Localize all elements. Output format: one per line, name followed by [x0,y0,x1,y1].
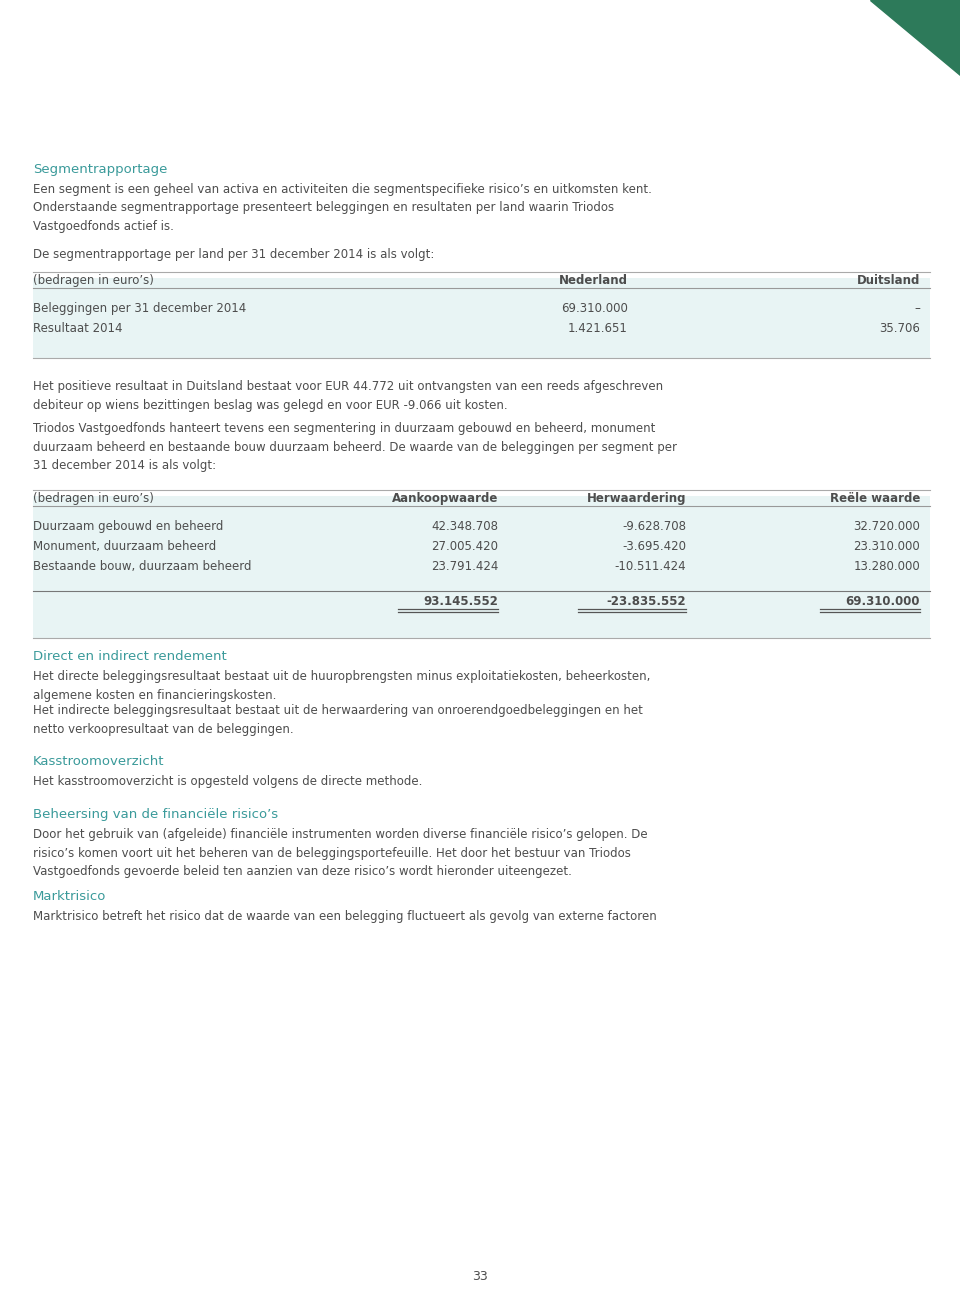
Text: Het positieve resultaat in Duitsland bestaat voor EUR 44.772 uit ontvangsten van: Het positieve resultaat in Duitsland bes… [33,380,663,412]
Text: 69.310.000: 69.310.000 [562,302,628,315]
Text: -23.835.552: -23.835.552 [607,595,686,608]
Text: -10.511.424: -10.511.424 [614,559,686,572]
Text: 13.280.000: 13.280.000 [853,559,920,572]
Text: Duitsland: Duitsland [856,274,920,288]
Bar [33,278,930,358]
Text: –: – [914,302,920,315]
Text: Beleggingen per 31 december 2014: Beleggingen per 31 december 2014 [33,302,247,315]
Text: 93.145.552: 93.145.552 [423,595,498,608]
Polygon shape [870,0,960,74]
Text: Een segment is een geheel van activa en activiteiten die segmentspecifieke risic: Een segment is een geheel van activa en … [33,183,652,233]
Text: Monument, duurzaam beheerd: Monument, duurzaam beheerd [33,540,216,553]
Text: 32.720.000: 32.720.000 [853,520,920,533]
Text: 23.791.424: 23.791.424 [431,559,498,572]
Text: Aankoopwaarde: Aankoopwaarde [392,491,498,505]
Text: Marktrisico betreft het risico dat de waarde van een belegging fluctueert als ge: Marktrisico betreft het risico dat de wa… [33,910,657,923]
Text: De segmentrapportage per land per 31 december 2014 is als volgt:: De segmentrapportage per land per 31 dec… [33,248,434,261]
Text: Door het gebruik van (afgeleide) financiële instrumenten worden diverse financië: Door het gebruik van (afgeleide) financi… [33,829,648,878]
Text: 35.706: 35.706 [879,322,920,335]
Text: 69.310.000: 69.310.000 [846,595,920,608]
Text: Triodos Vastgoedfonds hanteert tevens een segmentering in duurzaam gebouwd en be: Triodos Vastgoedfonds hanteert tevens ee… [33,422,677,472]
Text: Herwaardering: Herwaardering [587,491,686,505]
Text: 1.421.651: 1.421.651 [568,322,628,335]
Text: Het kasstroomoverzicht is opgesteld volgens de directe methode.: Het kasstroomoverzicht is opgesteld volg… [33,775,422,788]
Text: (bedragen in euro’s): (bedragen in euro’s) [33,491,154,505]
Text: 27.005.420: 27.005.420 [431,540,498,553]
Text: Nederland: Nederland [559,274,628,288]
Text: -3.695.420: -3.695.420 [622,540,686,553]
Text: 23.310.000: 23.310.000 [853,540,920,553]
Text: Duurzaam gebouwd en beheerd: Duurzaam gebouwd en beheerd [33,520,224,533]
Text: Kasstroomoverzicht: Kasstroomoverzicht [33,755,164,769]
Text: 33: 33 [472,1270,488,1283]
Text: Het indirecte beleggingsresultaat bestaat uit de herwaardering van onroerendgoed: Het indirecte beleggingsresultaat bestaa… [33,704,643,736]
Text: -9.628.708: -9.628.708 [622,520,686,533]
Text: Het directe beleggingsresultaat bestaat uit de huuropbrengsten minus exploitatie: Het directe beleggingsresultaat bestaat … [33,670,650,702]
Bar [33,495,930,638]
Text: Resultaat 2014: Resultaat 2014 [33,322,123,335]
Text: Segmentrapportage: Segmentrapportage [33,163,167,176]
Text: Beheersing van de financiële risico’s: Beheersing van de financiële risico’s [33,808,278,821]
Text: 42.348.708: 42.348.708 [431,520,498,533]
Text: Direct en indirect rendement: Direct en indirect rendement [33,650,227,663]
Text: Bestaande bouw, duurzaam beheerd: Bestaande bouw, duurzaam beheerd [33,559,252,572]
Text: (bedragen in euro’s): (bedragen in euro’s) [33,274,154,288]
Text: Marktrisico: Marktrisico [33,890,107,903]
Text: Reële waarde: Reële waarde [829,491,920,505]
